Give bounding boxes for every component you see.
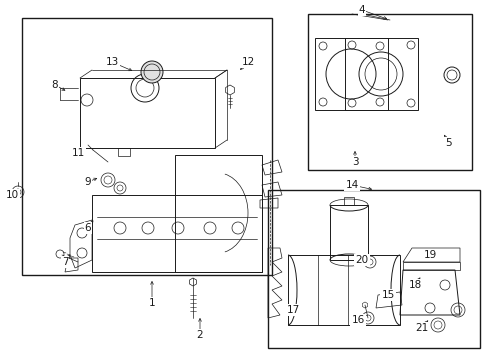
Bar xyxy=(175,155,262,272)
Text: 15: 15 xyxy=(381,290,394,300)
Text: 17: 17 xyxy=(286,305,299,315)
Text: 18: 18 xyxy=(408,280,421,290)
Bar xyxy=(344,197,354,205)
Text: 16: 16 xyxy=(351,315,365,325)
Bar xyxy=(92,195,262,272)
Text: 2: 2 xyxy=(196,330,203,340)
Text: 13: 13 xyxy=(105,57,119,67)
Bar xyxy=(22,18,272,275)
Bar xyxy=(268,190,480,348)
Bar xyxy=(315,38,388,110)
Text: 20: 20 xyxy=(355,255,368,265)
Text: 5: 5 xyxy=(445,138,451,148)
Text: 8: 8 xyxy=(51,80,58,90)
Text: 3: 3 xyxy=(352,157,358,167)
Bar xyxy=(345,38,418,110)
Bar xyxy=(80,78,215,148)
Text: 11: 11 xyxy=(72,148,85,158)
Text: 7: 7 xyxy=(62,257,68,267)
Text: 19: 19 xyxy=(423,250,437,260)
Text: 4: 4 xyxy=(359,5,366,15)
Text: 12: 12 xyxy=(242,57,255,67)
Text: 9: 9 xyxy=(85,177,91,187)
Text: 6: 6 xyxy=(85,223,91,233)
Bar xyxy=(330,205,368,260)
Circle shape xyxy=(141,61,163,83)
Bar xyxy=(288,255,400,325)
Text: 14: 14 xyxy=(345,180,359,190)
Text: 10: 10 xyxy=(5,190,19,200)
Text: 21: 21 xyxy=(416,323,429,333)
Text: 1: 1 xyxy=(148,298,155,308)
Bar xyxy=(308,14,472,170)
